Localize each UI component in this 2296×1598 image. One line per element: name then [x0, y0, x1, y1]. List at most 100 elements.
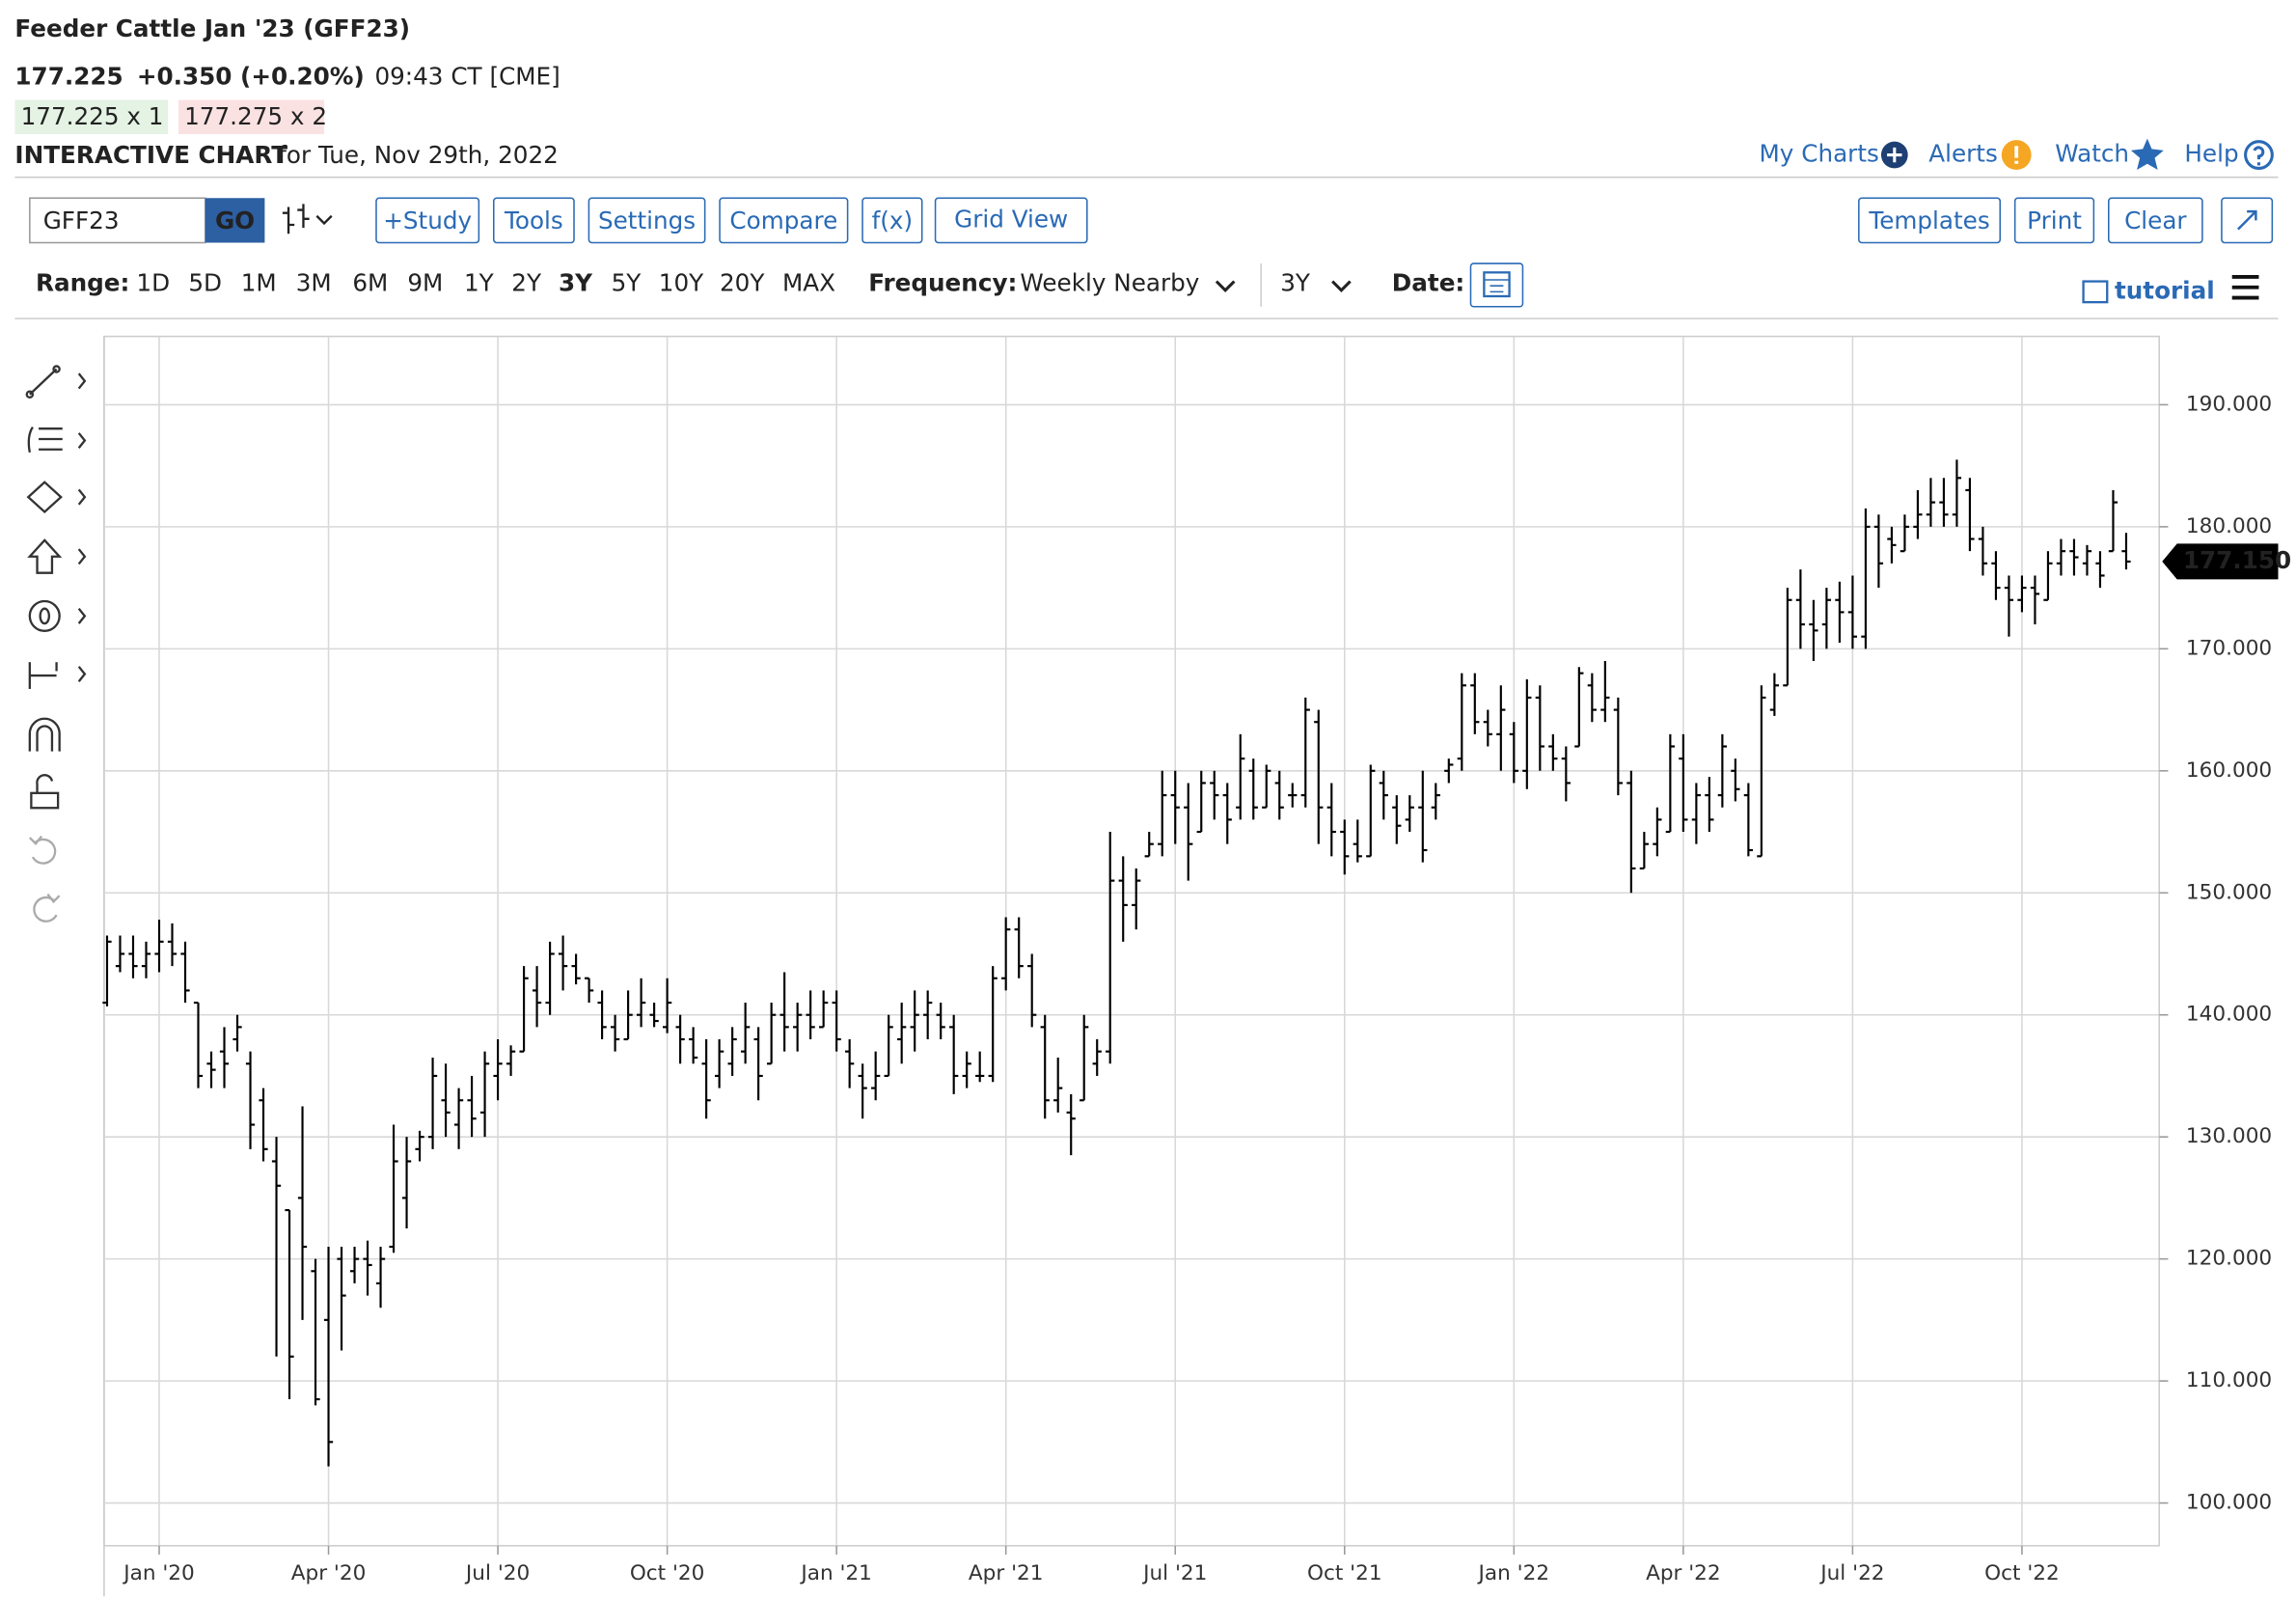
toolbar-button[interactable]: [2108, 197, 2203, 244]
tool-redo[interactable]: [33, 893, 61, 923]
ohlc-bar: [819, 990, 829, 1029]
range-option[interactable]: 10Y: [659, 269, 704, 297]
toolbar-button[interactable]: [492, 197, 575, 244]
header-link[interactable]: Watch: [2055, 140, 2129, 168]
ohlc-bar: [1535, 685, 1544, 771]
ohlc-bar: [115, 935, 125, 973]
range-option[interactable]: 1Y: [464, 269, 495, 297]
ohlc-bar: [597, 990, 607, 1040]
ohlc-bar: [1326, 783, 1336, 857]
tool-line[interactable]: [25, 365, 87, 399]
x-tick-label: Oct '21: [1307, 1561, 1382, 1585]
range-option[interactable]: 6M: [352, 269, 388, 297]
toolbar-button[interactable]: [861, 197, 923, 244]
frequency[interactable]: Weekly Nearby: [1020, 269, 1199, 297]
go-button[interactable]: [205, 198, 265, 243]
menu-icon[interactable]: [2231, 275, 2259, 300]
ohlc-bar: [1210, 770, 1219, 820]
ohlc-bar: [1144, 832, 1154, 858]
ohlc-bar: [1379, 770, 1388, 820]
ohlc-bar: [1731, 758, 1740, 802]
tool-arrow[interactable]: [27, 538, 87, 574]
ohlc-bar: [1184, 783, 1193, 881]
tool-measure[interactable]: [28, 662, 87, 689]
ohlc-bar: [2121, 533, 2131, 570]
ohlc-bar: [1080, 1014, 1089, 1102]
tool-undo[interactable]: [29, 835, 57, 865]
ohlc-bar: [519, 966, 529, 1053]
header-link[interactable]: My Charts: [1760, 140, 1879, 168]
toolbar-button[interactable]: [375, 197, 480, 244]
ohlc-bar: [1900, 514, 1910, 553]
ohlc-bar: [467, 1075, 477, 1138]
ohlc-bar: [610, 1014, 620, 1052]
toolbar-button[interactable]: [719, 197, 849, 244]
toolbar-button[interactable]: [2013, 197, 2095, 244]
tool-shape[interactable]: [26, 481, 87, 514]
range-label: Range:: [36, 269, 129, 297]
ohlc-bar: [1027, 953, 1037, 1028]
y-tick-label: 150.000: [2186, 880, 2272, 904]
ohlc-bar: [415, 1130, 424, 1162]
range-option[interactable]: 2Y: [511, 269, 542, 297]
icon-help: [2244, 140, 2274, 170]
range-option[interactable]: 3M: [296, 269, 332, 297]
ohlc-bar: [1613, 697, 1623, 796]
ohlc-bar: [427, 1057, 438, 1149]
ohlc-bar: [871, 1051, 881, 1101]
header-link[interactable]: Alerts: [1928, 140, 1998, 168]
toolbar-button[interactable]: [934, 197, 1088, 244]
tool-text[interactable]: [28, 599, 87, 632]
ohlc-bar: [1548, 733, 1558, 771]
ohlc-bar: [1887, 526, 1897, 564]
range-option[interactable]: 1D: [136, 269, 170, 297]
ohlc-bar: [727, 1027, 737, 1076]
toolbar-button-label: Clear: [2124, 207, 2187, 234]
ask-box: [178, 99, 325, 134]
tool-lock[interactable]: [30, 774, 60, 810]
ohlc-bar: [1939, 478, 1949, 527]
tutorial[interactable]: tutorial: [2115, 276, 2215, 304]
y-tick-label: 170.000: [2186, 636, 2272, 660]
y-tick-label: 100.000: [2186, 1491, 2272, 1515]
range-option[interactable]: 5Y: [612, 269, 642, 297]
x-tick-label: Jan '21: [799, 1561, 872, 1585]
chart-type-icon[interactable]: [282, 204, 333, 234]
ohlc-bar: [141, 941, 151, 978]
symbol-input[interactable]: [29, 197, 206, 244]
ohlc-bar: [1222, 783, 1232, 844]
header-link[interactable]: Help: [2184, 140, 2238, 168]
range-option[interactable]: MAX: [782, 269, 835, 297]
tool-magnet[interactable]: [28, 717, 61, 752]
toolbar-button[interactable]: [1858, 197, 2002, 244]
range-option[interactable]: 5D: [188, 269, 222, 297]
range-option[interactable]: 20Y: [720, 269, 765, 297]
change: +0.350 (+0.20%): [137, 62, 365, 90]
bid-box: [14, 99, 169, 134]
chart-date: for Tue, Nov 29th, 2022: [278, 141, 559, 169]
ohlc-bar: [245, 1051, 256, 1149]
toolbar-button[interactable]: [588, 197, 706, 244]
y-tick-label: 120.000: [2186, 1247, 2272, 1271]
ohlc-bar: [259, 1088, 268, 1162]
ohlc-bar: [1978, 526, 1988, 576]
ohlc-bar: [389, 1124, 398, 1254]
range-option[interactable]: 3Y: [559, 269, 593, 297]
toolbar-button-label: Tools: [504, 207, 563, 234]
ohlc-bar: [1574, 667, 1584, 748]
tool-fib[interactable]: [27, 426, 87, 454]
x-tick-label: Jul '22: [1818, 1561, 1884, 1585]
ohlc-bar: [962, 1051, 971, 1088]
range-option[interactable]: 9M: [407, 269, 443, 297]
toolbar-button-label: Grid View: [954, 205, 1068, 233]
period[interactable]: 3Y: [1280, 269, 1311, 297]
ohlc-bar: [1679, 733, 1688, 833]
ohlc-bar: [949, 1014, 959, 1094]
plot: 100.000 110.000 120.000 130.000 140.000 150.0…: [102, 335, 2291, 1597]
ohlc-bar: [1053, 1057, 1063, 1113]
ohlc-bar: [1405, 795, 1414, 833]
range-option[interactable]: 1M: [241, 269, 277, 297]
ohlc-bar: [180, 941, 190, 1004]
y-tick-label: 140.000: [2186, 1003, 2272, 1027]
